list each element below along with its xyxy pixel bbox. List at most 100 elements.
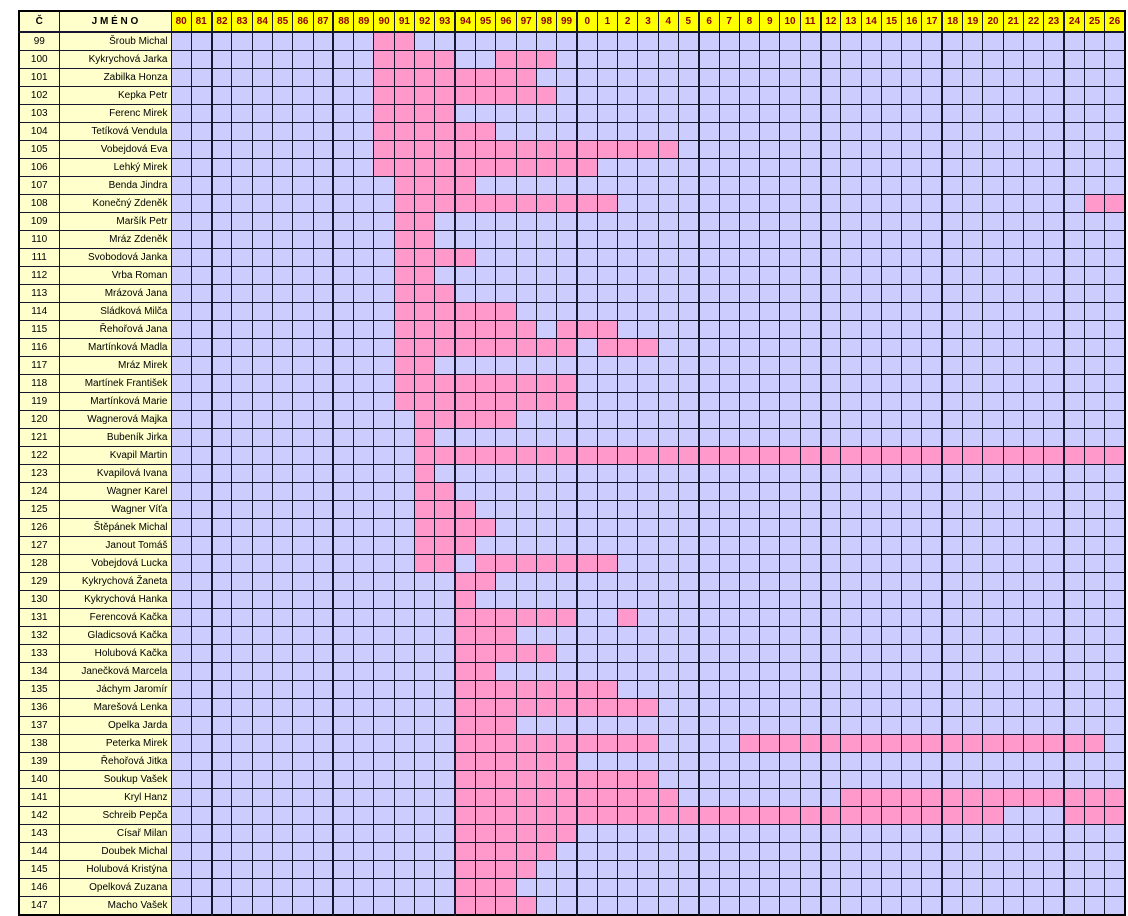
grid-cell[interactable]: [596, 86, 619, 105]
grid-cell[interactable]: [1104, 428, 1126, 447]
row-number-cell[interactable]: 103: [18, 104, 60, 123]
grid-cell[interactable]: [718, 158, 740, 177]
grid-cell[interactable]: [190, 446, 213, 465]
grid-cell[interactable]: [332, 104, 355, 123]
grid-cell[interactable]: [637, 554, 659, 573]
grid-cell[interactable]: [799, 374, 822, 393]
grid-cell[interactable]: [312, 806, 334, 825]
grid-cell[interactable]: [190, 86, 213, 105]
grid-cell[interactable]: [738, 878, 761, 897]
grid-cell[interactable]: [1083, 356, 1106, 375]
grid-cell[interactable]: [677, 644, 700, 663]
grid-cell[interactable]: [1063, 824, 1085, 843]
grid-cell[interactable]: [1104, 320, 1126, 339]
grid-cell[interactable]: [495, 482, 517, 501]
grid-cell[interactable]: [962, 572, 984, 591]
grid-cell[interactable]: [1002, 806, 1024, 825]
grid-cell[interactable]: [292, 248, 314, 267]
member-name-cell[interactable]: Lehký Mirek: [58, 158, 172, 177]
grid-cell[interactable]: [799, 680, 822, 699]
grid-cell[interactable]: [535, 428, 558, 447]
grid-cell[interactable]: [697, 716, 720, 735]
member-name-cell[interactable]: Vrba Roman: [58, 266, 172, 285]
grid-cell[interactable]: [1083, 518, 1106, 537]
grid-cell[interactable]: [799, 194, 822, 213]
grid-cell[interactable]: [880, 284, 903, 303]
membership-year-cell[interactable]: [393, 140, 416, 159]
grid-cell[interactable]: [880, 590, 903, 609]
grid-cell[interactable]: [718, 356, 740, 375]
grid-cell[interactable]: [697, 536, 720, 555]
grid-cell[interactable]: [840, 338, 862, 357]
grid-cell[interactable]: [312, 626, 334, 645]
grid-cell[interactable]: [697, 50, 720, 69]
year-column-header[interactable]: 96: [495, 10, 517, 33]
membership-year-cell[interactable]: [495, 338, 517, 357]
grid-cell[interactable]: [495, 230, 517, 249]
grid-cell[interactable]: [596, 842, 619, 861]
grid-cell[interactable]: [170, 734, 192, 753]
grid-cell[interactable]: [799, 158, 822, 177]
grid-cell[interactable]: [353, 374, 375, 393]
grid-cell[interactable]: [901, 878, 923, 897]
grid-cell[interactable]: [982, 50, 1004, 69]
grid-cell[interactable]: [515, 662, 537, 681]
member-name-cell[interactable]: Martínek František: [58, 374, 172, 393]
row-number-cell[interactable]: 125: [18, 500, 60, 519]
grid-cell[interactable]: [860, 302, 882, 321]
grid-cell[interactable]: [921, 194, 943, 213]
grid-cell[interactable]: [982, 356, 1004, 375]
grid-cell[interactable]: [962, 302, 984, 321]
grid-cell[interactable]: [332, 788, 355, 807]
grid-cell[interactable]: [373, 248, 395, 267]
grid-cell[interactable]: [271, 572, 294, 591]
membership-year-cell[interactable]: [1043, 446, 1065, 465]
grid-cell[interactable]: [819, 392, 842, 411]
grid-cell[interactable]: [414, 590, 436, 609]
grid-cell[interactable]: [697, 31, 720, 51]
grid-cell[interactable]: [231, 608, 253, 627]
membership-year-cell[interactable]: [454, 770, 476, 789]
grid-cell[interactable]: [353, 644, 375, 663]
grid-cell[interactable]: [210, 374, 233, 393]
membership-year-cell[interactable]: [819, 734, 842, 753]
grid-cell[interactable]: [535, 68, 558, 87]
grid-cell[interactable]: [738, 194, 761, 213]
grid-cell[interactable]: [535, 230, 558, 249]
grid-cell[interactable]: [1022, 374, 1045, 393]
grid-cell[interactable]: [921, 572, 943, 591]
grid-cell[interactable]: [312, 392, 334, 411]
grid-cell[interactable]: [353, 122, 375, 141]
membership-year-cell[interactable]: [962, 734, 984, 753]
grid-cell[interactable]: [982, 104, 1004, 123]
grid-cell[interactable]: [880, 428, 903, 447]
grid-cell[interactable]: [353, 698, 375, 717]
grid-cell[interactable]: [1063, 842, 1085, 861]
grid-cell[interactable]: [941, 536, 964, 555]
grid-cell[interactable]: [1063, 626, 1085, 645]
grid-cell[interactable]: [1043, 392, 1065, 411]
grid-cell[interactable]: [575, 266, 598, 285]
grid-cell[interactable]: [759, 410, 781, 429]
grid-cell[interactable]: [860, 860, 882, 879]
year-column-header[interactable]: 90: [373, 10, 395, 33]
grid-cell[interactable]: [332, 302, 355, 321]
grid-cell[interactable]: [880, 374, 903, 393]
grid-cell[interactable]: [860, 266, 882, 285]
grid-cell[interactable]: [292, 140, 314, 159]
grid-cell[interactable]: [880, 554, 903, 573]
grid-cell[interactable]: [1022, 338, 1045, 357]
grid-cell[interactable]: [373, 212, 395, 231]
grid-cell[interactable]: [210, 878, 233, 897]
grid-cell[interactable]: [170, 662, 192, 681]
grid-cell[interactable]: [1002, 320, 1024, 339]
grid-cell[interactable]: [941, 50, 964, 69]
grid-cell[interactable]: [332, 50, 355, 69]
grid-cell[interactable]: [982, 176, 1004, 195]
grid-cell[interactable]: [312, 842, 334, 861]
grid-cell[interactable]: [190, 194, 213, 213]
grid-cell[interactable]: [819, 464, 842, 483]
membership-year-cell[interactable]: [393, 374, 416, 393]
membership-year-cell[interactable]: [414, 482, 436, 501]
membership-year-cell[interactable]: [454, 824, 476, 843]
